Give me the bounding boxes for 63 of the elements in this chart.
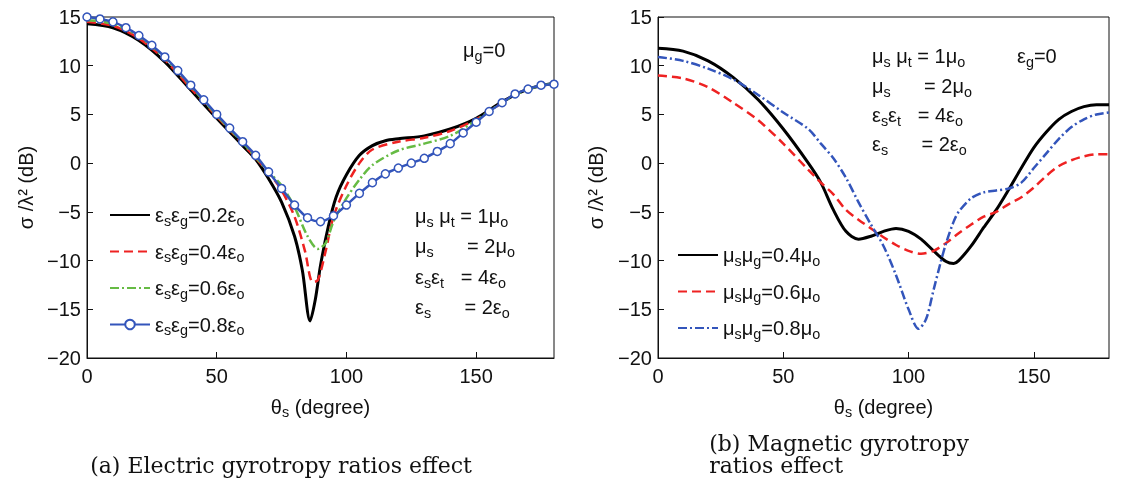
y-tick-label: −5 [58,200,81,223]
point [510,89,520,99]
x-tick-label: 50 [205,365,228,387]
point [211,109,222,120]
x-tick-label: 100 [891,365,926,387]
point [173,65,183,76]
y-axis-title: σ /λ² (dB) [585,145,607,230]
x-tick-label: 100 [329,365,364,387]
point [315,216,326,227]
y-tick-label: 5 [69,103,81,126]
x-tick-label: 150 [1017,365,1051,387]
x-tick-label: 150 [459,365,493,387]
point [380,169,391,179]
point [302,212,313,223]
y-tick-label: 0 [69,152,81,175]
y-tick-label: −20 [47,347,81,369]
point [471,117,481,127]
point [95,14,105,24]
point [458,128,468,138]
point [549,79,559,89]
point [393,163,404,173]
point [82,12,92,22]
point [354,188,365,199]
point [134,30,144,41]
point [250,150,261,161]
text: (b) Magnetic gyrotropy ratios effect [709,430,976,478]
point [160,52,170,62]
point [328,211,339,221]
y-tick-label: 10 [58,54,81,77]
text: (a) Electric gyrotropy ratios effect [90,452,472,478]
y-axis-title: σ /λ² (dB) [15,145,38,230]
y-tick-label: −10 [47,249,81,272]
y-tick-label: −5 [629,200,652,223]
y-tick-label: −15 [47,298,81,321]
point [263,167,274,177]
y-tick-label: −15 [618,298,652,321]
point [367,177,378,188]
point [445,138,455,149]
point [341,200,352,210]
y-tick-label: 10 [629,54,652,77]
point [484,106,494,117]
point [237,136,248,147]
point [432,146,442,157]
point [186,80,196,90]
point [406,158,417,168]
y-tick-label: 0 [640,152,652,175]
point [536,80,546,90]
y-tick-label: −10 [618,249,652,272]
point [289,200,300,210]
point [199,95,209,105]
point [147,40,157,50]
point [497,97,507,108]
y-tick-label: 15 [58,6,81,28]
point [523,84,533,94]
x-tick-label: 50 [772,365,795,387]
point [108,17,118,27]
point [276,183,287,194]
y-tick-label: 5 [640,103,652,126]
y-tick-label: 15 [629,6,652,28]
point [224,123,235,133]
point [121,22,131,33]
y-tick-label: −20 [618,347,652,369]
point [419,153,430,164]
